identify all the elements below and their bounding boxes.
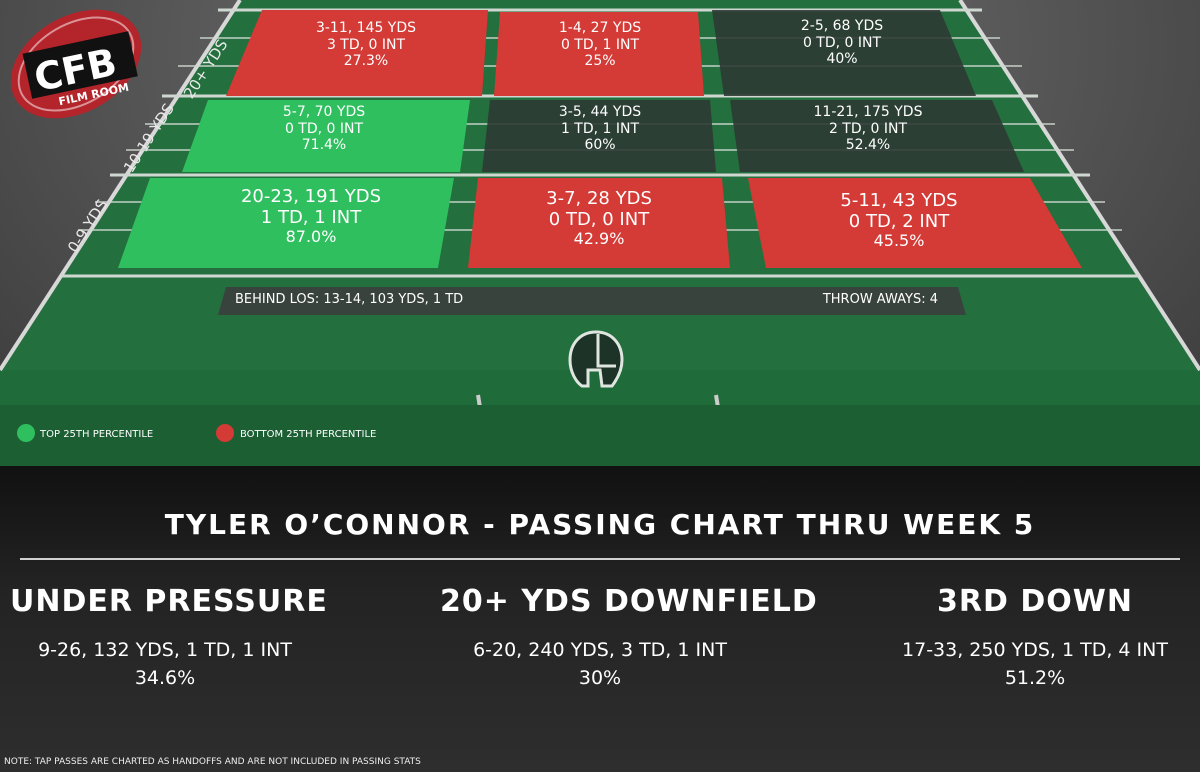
zone-deep-right-stats: 2-5, 68 YDS 0 TD, 0 INT 40% <box>742 18 942 68</box>
zone-line1: 20-23, 191 YDS <box>240 186 382 207</box>
stat-downfield: 20+ YDS DOWNFIELD 6-20, 240 YDS, 3 TD, 1… <box>440 584 818 692</box>
stat-under-pressure: UNDER PRESSURE 9-26, 132 YDS, 1 TD, 1 IN… <box>10 584 328 692</box>
zone-pct: 60% <box>584 137 616 154</box>
stat-values: 17-33, 250 YDS, 1 TD, 4 INT 51.2% <box>880 637 1190 692</box>
zone-short-mid <box>468 178 730 268</box>
zone-line2: 0 TD, 0 INT <box>284 120 364 137</box>
zone-mid-right <box>730 100 1024 172</box>
behind-los-text: BEHIND LOS: 13-14, 103 YDS, 1 TD <box>235 292 464 307</box>
zone-short-right <box>748 178 1082 268</box>
zone-line2: 3 TD, 0 INT <box>326 36 406 53</box>
stat-line: 17-33, 250 YDS, 1 TD, 4 INT <box>902 639 1168 661</box>
zone-line1: 3-5, 44 YDS <box>558 104 642 120</box>
legend-bottom-dot <box>216 424 234 442</box>
field-area: CFB FILM ROOM 20+ YDS 10-19 YDS 0-9 YDS … <box>0 0 1200 466</box>
summary-panel: TYLER O’CONNOR - PASSING CHART THRU WEEK… <box>0 466 1200 772</box>
zone-pct: 71.4% <box>301 137 347 154</box>
footnote: NOTE: TAP PASSES ARE CHARTED AS HANDOFFS… <box>4 757 421 767</box>
zone-mid-right-stats: 11-21, 175 YDS 2 TD, 0 INT 52.4% <box>768 104 968 154</box>
stat-line: 9-26, 132 YDS, 1 TD, 1 INT <box>38 639 292 661</box>
zone-deep-left-stats: 3-11, 145 YDS 3 TD, 0 INT 27.3% <box>266 20 466 70</box>
throw-aways-text: THROW AWAYS: 4 <box>822 292 938 307</box>
zone-line2: 1 TD, 1 INT <box>260 207 362 229</box>
los-bar: BEHIND LOS: 13-14, 103 YDS, 1 TD THROW A… <box>218 287 966 315</box>
zone-deep-left <box>226 10 488 96</box>
zone-line1: 1-4, 27 YDS <box>558 20 642 36</box>
zone-line1: 3-7, 28 YDS <box>546 188 652 209</box>
zone-line1: 2-5, 68 YDS <box>800 18 884 34</box>
zone-line1: 3-11, 145 YDS <box>315 20 417 36</box>
stat-third-down: 3RD DOWN 17-33, 250 YDS, 1 TD, 4 INT 51.… <box>880 584 1190 692</box>
zone-pct: 25% <box>584 53 616 70</box>
legend-bottom-label: BOTTOM 25TH PERCENTILE <box>240 429 377 440</box>
zone-deep-right <box>712 10 976 96</box>
zone-mid-left <box>182 100 470 172</box>
stat-title: 3RD DOWN <box>937 584 1133 619</box>
stat-title: 20+ YDS DOWNFIELD <box>440 584 818 619</box>
cfb-film-room-logo: CFB FILM ROOM <box>4 4 154 133</box>
legend-top-dot <box>17 424 35 442</box>
zone-mid-mid-stats: 3-5, 44 YDS 1 TD, 1 INT 60% <box>500 104 700 154</box>
zone-deep-mid-stats: 1-4, 27 YDS 0 TD, 1 INT 25% <box>500 20 700 70</box>
zone-line2: 0 TD, 0 INT <box>802 34 882 51</box>
zone-mid-left-stats: 5-7, 70 YDS 0 TD, 0 INT 71.4% <box>224 104 424 154</box>
zone-pct: 87.0% <box>285 227 337 247</box>
legend-top-label: TOP 25TH PERCENTILE <box>40 429 154 440</box>
spartan-logo-icon <box>568 330 624 388</box>
stat-values: 6-20, 240 YDS, 3 TD, 1 INT 30% <box>440 637 760 692</box>
title-divider <box>20 558 1180 560</box>
zone-pct: 52.4% <box>845 137 891 154</box>
zone-pct: 40% <box>826 51 858 68</box>
zone-line2: 0 TD, 1 INT <box>560 36 640 53</box>
zone-line1: 5-11, 43 YDS <box>840 190 958 211</box>
zone-pct: 42.9% <box>573 229 625 249</box>
zone-line1: 5-7, 70 YDS <box>282 104 366 120</box>
stat-pct: 51.2% <box>1004 666 1066 689</box>
stat-pct: 34.6% <box>134 666 196 689</box>
stat-pct: 30% <box>578 666 622 689</box>
zone-line1: 11-21, 175 YDS <box>813 104 923 120</box>
zone-short-left-stats: 20-23, 191 YDS 1 TD, 1 INT 87.0% <box>196 186 426 247</box>
zone-line2: 0 TD, 2 INT <box>848 211 950 233</box>
zone-line2: 1 TD, 1 INT <box>560 120 640 137</box>
zone-deep-mid <box>494 12 704 96</box>
zone-mid-mid <box>482 100 716 172</box>
zone-short-left <box>118 178 454 268</box>
stat-title: UNDER PRESSURE <box>10 584 328 619</box>
zone-short-mid-stats: 3-7, 28 YDS 0 TD, 0 INT 42.9% <box>484 188 714 249</box>
zone-short-right-stats: 5-11, 43 YDS 0 TD, 2 INT 45.5% <box>784 190 1014 251</box>
stat-values: 9-26, 132 YDS, 1 TD, 1 INT 34.6% <box>10 637 320 692</box>
zone-line2: 0 TD, 0 INT <box>548 209 650 231</box>
zone-line2: 2 TD, 0 INT <box>828 120 908 137</box>
zone-pct: 45.5% <box>873 231 925 251</box>
page-title: TYLER O’CONNOR - PASSING CHART THRU WEEK… <box>164 508 1036 541</box>
stat-line: 6-20, 240 YDS, 3 TD, 1 INT <box>473 639 727 661</box>
zone-pct: 27.3% <box>343 53 389 70</box>
